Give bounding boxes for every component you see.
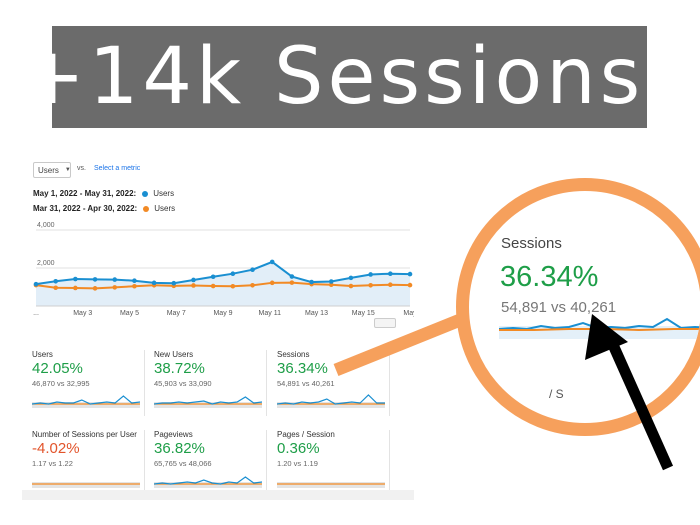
magnifier-compare: 54,891 vs 40,261 [501,299,617,316]
series-point [132,283,137,289]
series-point [73,276,78,282]
series-point [112,277,118,282]
date-range-previous: Mar 31, 2022 - Apr 30, 2022: Users [33,204,176,213]
series-point [151,280,157,286]
series-point [92,286,98,291]
series-point [289,280,295,285]
series-point [230,271,236,276]
series-point [53,279,58,284]
magnifier-title: Sessions [501,235,562,252]
series-point [92,277,98,282]
series-point [328,279,334,284]
metric-tile-pages-per-session[interactable]: Pages / Session 0.36% 1.20 vs 1.19 [277,430,390,496]
series-point [53,285,58,291]
series-point [289,274,295,279]
sparkline [32,482,140,488]
series-point [388,271,393,276]
metric-tile-users[interactable]: Users 42.05% 46,870 vs 32,995 [32,350,145,416]
series-point [269,259,275,265]
sparkline [32,395,140,408]
series-point [250,282,255,288]
sparkline [154,396,262,408]
x-tick-label: May 7 [167,310,186,317]
vs-label: vs. [77,165,86,172]
series-point [33,281,39,287]
series-point [388,282,393,288]
metric-tile-pageviews[interactable]: Pageviews 36.82% 65,765 vs 48,066 [154,430,267,496]
magnifier-next-label: / S [549,387,564,401]
magnifier-circle: Sessions 36.34% 54,891 vs 40,261 / S [456,178,700,436]
metric-tile-sessions-per-user[interactable]: Number of Sessions per User -4.02% 1.17 … [32,430,145,496]
series-point [210,283,216,289]
series-point [407,282,413,288]
metric-tile-sessions[interactable]: Sessions 36.34% 54,891 vs 40,261 [277,350,390,416]
caret-down-icon: ▼ [64,167,71,173]
date-range-current: May 1, 2022 - May 31, 2022: Users [33,189,175,198]
series-point [368,282,373,288]
legend-dot-orange-icon [143,205,150,212]
arrow-up-left-icon [585,314,674,471]
series-point [328,282,334,288]
metric-tile-new-users[interactable]: New Users 38.72% 45,903 vs 33,090 [154,350,267,416]
x-tick-label: May 5 [120,310,139,317]
magnifier-handle [333,309,473,377]
series-point [112,285,118,290]
sparkline [277,482,385,488]
series-point [230,283,236,289]
series-point [210,274,216,280]
series-point [250,267,255,273]
series-point [191,283,196,288]
chart-expand-button[interactable] [374,318,396,328]
series-point [368,272,373,277]
legend-dot-blue-icon [142,190,149,197]
x-tick-label: May [403,310,414,317]
series-point [348,275,354,281]
sparkline [154,476,262,488]
series-point [73,285,78,291]
headline-banner: +14k Sessions! [19,26,676,128]
series-line [35,260,411,286]
x-tick-label: May 15 [352,310,375,317]
metric-select[interactable]: Users ▼ [33,162,71,178]
series-point [407,271,413,277]
series-point [269,280,275,286]
users-line-chart: 4,000 2,000... May 3 May 5 May 7 May 9 May 11 M… [33,222,414,317]
panel-footer [22,490,414,500]
analytics-panel: Users ▼ vs. Select a metric May 1, 2022 … [22,150,414,500]
series-line [35,281,411,290]
series-point [171,280,177,286]
series-point [132,278,137,284]
x-tick-label: May 3 [73,310,92,317]
x-tick-label: May 11 [259,310,282,317]
sparkline [277,394,385,408]
y-tick-label: 4,000 [37,222,55,229]
series-point [191,277,196,283]
x-tick-label: May 13 [305,310,328,317]
magnifier-value: 36.34% [500,261,599,293]
series-point [309,279,314,285]
y-tick-label: 2,000 [37,260,55,267]
x-tick-label: May 9 [213,310,232,317]
series-point [348,283,354,289]
select-metric-link[interactable]: Select a metric [94,165,141,172]
series-area [36,261,410,306]
x-tick-label: ... [33,310,39,317]
headline-text: +14k Sessions! [19,32,680,122]
